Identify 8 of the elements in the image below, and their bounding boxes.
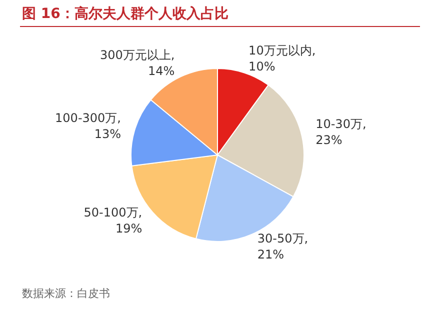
slice-label: 30-50万, 21% bbox=[257, 231, 308, 262]
slice-label: 100-300万, 13% bbox=[55, 111, 121, 142]
slice-label: 50-100万, 19% bbox=[84, 206, 142, 236]
source-note: 数据来源：白皮书 bbox=[22, 286, 110, 301]
slice-label: 10-30万, 23% bbox=[316, 117, 366, 148]
slice-label: 10万元以内, 10% bbox=[248, 44, 316, 74]
chart-title: 图 16：高尔夫人群个人收入占比 bbox=[22, 5, 228, 23]
slice-label: 300万元以上, 14% bbox=[100, 48, 175, 78]
